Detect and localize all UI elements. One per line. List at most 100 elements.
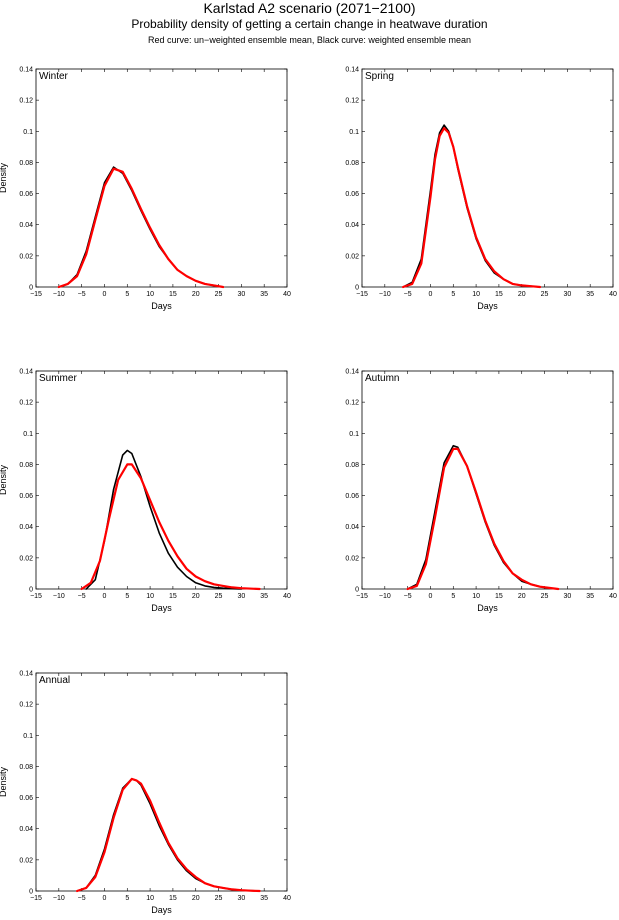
- y-tick-label: 0.02: [345, 555, 359, 562]
- x-tick-label: 5: [451, 593, 455, 600]
- x-tick-label: 25: [541, 593, 549, 600]
- y-tick-label: 0.06: [19, 493, 33, 500]
- x-tick-label: −10: [53, 895, 65, 902]
- x-tick-label: 30: [237, 291, 245, 298]
- x-tick-label: 0: [429, 291, 433, 298]
- y-axis-label: Density: [0, 464, 8, 495]
- axes-box: [361, 68, 614, 288]
- x-tick-label: −10: [379, 291, 391, 298]
- x-tick-label: 10: [472, 593, 480, 600]
- figure-title: Karlstad A2 scenario (2071−2100): [203, 0, 416, 16]
- x-axis-label: Days: [477, 301, 498, 311]
- y-tick-label: 0.02: [19, 253, 33, 260]
- panel-label: Winter: [39, 71, 69, 82]
- unweighted-mean-curve: [80, 463, 261, 591]
- x-tick-label: 40: [283, 593, 291, 600]
- x-tick-label: 20: [518, 291, 526, 298]
- weighted-mean-curve: [402, 124, 541, 288]
- x-tick-label: −5: [78, 895, 86, 902]
- x-tick-label: 35: [260, 593, 268, 600]
- panel-autumn: −15 −10 −5 0 5 10 15 20 25 30 35 40 0 0.02 0.04 0.06 0.0…: [345, 369, 617, 614]
- x-axis-label: Days: [151, 905, 172, 915]
- x-tick-label: 25: [215, 291, 223, 298]
- x-tick-label: 5: [125, 593, 129, 600]
- x-tick-label: 0: [103, 593, 107, 600]
- weighted-mean-curve: [57, 166, 224, 288]
- x-tick-label: 35: [260, 291, 268, 298]
- x-tick-label: 20: [192, 593, 200, 600]
- x-axis-label: Days: [477, 603, 498, 613]
- weighted-mean-curve: [76, 778, 261, 892]
- y-tick-label: 0.1: [23, 129, 33, 136]
- x-tick-label: −15: [356, 291, 368, 298]
- x-tick-label: −10: [379, 593, 391, 600]
- y-tick-label: 0.06: [19, 191, 33, 198]
- panel-label: Spring: [365, 71, 394, 82]
- y-tick-label: 0.08: [345, 160, 359, 167]
- x-tick-label: −5: [404, 593, 412, 600]
- x-tick-label: 25: [541, 291, 549, 298]
- y-tick-label: 0.14: [345, 369, 359, 376]
- x-tick-label: 5: [125, 291, 129, 298]
- y-tick-label: 0.04: [19, 524, 33, 531]
- panel-spring: −15 −10 −5 0 5 10 15 20 25 30 35 40 0 0.02 0.04 0.06 0.0…: [345, 67, 617, 312]
- x-tick-label: −10: [53, 291, 65, 298]
- x-tick-label: 15: [169, 593, 177, 600]
- x-tick-label: 10: [146, 291, 154, 298]
- y-tick-label: 0.1: [23, 431, 33, 438]
- y-tick-label: 0.06: [19, 795, 33, 802]
- x-tick-label: 40: [609, 291, 617, 298]
- x-tick-label: 5: [125, 895, 129, 902]
- y-tick-label: 0.1: [349, 431, 359, 438]
- y-tick-label: 0.1: [349, 129, 359, 136]
- y-tick-label: 0.12: [19, 702, 33, 709]
- x-tick-label: −5: [78, 593, 86, 600]
- figure-subtitle: Probability density of getting a certain…: [131, 17, 488, 31]
- y-tick-label: 0.06: [345, 191, 359, 198]
- axes-box: [35, 672, 288, 892]
- y-tick-label: 0.02: [19, 857, 33, 864]
- y-tick-label: 0.04: [345, 524, 359, 531]
- y-tick-label: 0.04: [19, 222, 33, 229]
- x-tick-label: 35: [586, 291, 594, 298]
- x-tick-label: 35: [260, 895, 268, 902]
- y-tick-label: 0.04: [345, 222, 359, 229]
- x-tick-label: 20: [192, 895, 200, 902]
- panel-label: Autumn: [365, 373, 399, 384]
- y-tick-label: 0: [29, 587, 33, 594]
- x-axis-label: Days: [151, 301, 172, 311]
- axes-box: [361, 370, 614, 590]
- y-tick-label: 0.12: [19, 98, 33, 105]
- x-tick-label: 0: [103, 291, 107, 298]
- x-tick-label: 35: [586, 593, 594, 600]
- y-tick-label: 0.08: [19, 764, 33, 771]
- panel-annual: −15 −10 −5 0 5 10 15 20 25 30 35 40 0 0.02 0.04 0.06 0.0…: [0, 671, 291, 916]
- x-tick-label: −15: [30, 291, 42, 298]
- y-tick-label: 0.1: [23, 733, 33, 740]
- x-tick-label: −5: [404, 291, 412, 298]
- figure-note: Red curve: un−weighted ensemble mean, Bl…: [148, 35, 471, 45]
- y-tick-label: 0.14: [19, 671, 33, 678]
- y-tick-label: 0.06: [345, 493, 359, 500]
- y-tick-label: 0.12: [345, 98, 359, 105]
- x-tick-label: 0: [429, 593, 433, 600]
- y-tick-label: 0.02: [345, 253, 359, 260]
- y-tick-label: 0.08: [19, 462, 33, 469]
- x-tick-label: 15: [495, 291, 503, 298]
- weighted-mean-curve: [85, 449, 243, 590]
- x-tick-label: 15: [169, 291, 177, 298]
- panel-summer: −15 −10 −5 0 5 10 15 20 25 30 35 40 0 0.02 0.04 0.06 0.0…: [0, 369, 291, 614]
- y-tick-label: 0: [355, 285, 359, 292]
- x-axis-label: Days: [151, 603, 172, 613]
- panel-label: Summer: [39, 373, 77, 384]
- x-tick-label: −15: [30, 895, 42, 902]
- y-axis-label: Density: [0, 766, 8, 797]
- x-tick-label: 25: [215, 593, 223, 600]
- y-tick-label: 0.14: [345, 67, 359, 74]
- x-tick-label: 5: [451, 291, 455, 298]
- unweighted-mean-curve: [75, 777, 261, 893]
- x-tick-label: 0: [103, 895, 107, 902]
- y-axis-label: Density: [0, 162, 8, 193]
- x-tick-label: 40: [609, 593, 617, 600]
- x-tick-label: −15: [30, 593, 42, 600]
